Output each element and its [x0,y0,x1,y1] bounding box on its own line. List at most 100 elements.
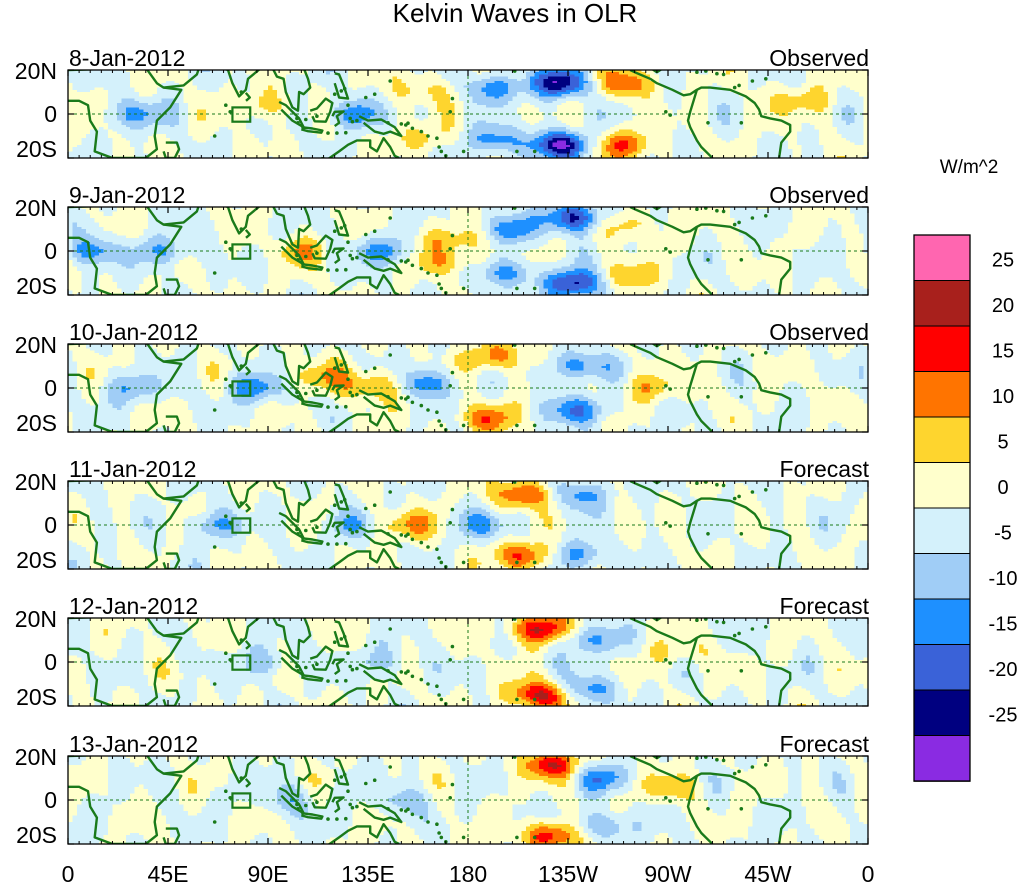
heatmap-cell [325,251,358,254]
heatmap-cell [823,383,868,387]
heatmap-cell [730,122,745,126]
heatmap-cell [534,122,567,126]
heatmap-cell [525,279,536,283]
heatmap-cell [543,111,554,115]
heatmap-cell [405,142,425,146]
reference-box [231,380,252,397]
heatmap-cell [445,487,487,491]
heatmap-cell [548,131,567,135]
heatmap-cell [396,125,442,128]
heatmap-cell [72,226,82,230]
coastline-madagascar [162,278,181,295]
heatmap-cell [636,220,656,223]
heatmap-cell [596,270,607,274]
heatmap-cell [428,89,447,93]
heatmap-cell [108,370,198,374]
heatmap-cell [285,352,305,356]
heatmap-cell [370,266,385,270]
heatmap-cell [570,215,580,219]
heatmap-cell [628,142,638,146]
heatmap-cell [565,366,585,369]
heatmap-cell [512,151,540,155]
heatmap-cell [810,423,829,426]
heatmap-cell [76,368,87,371]
heatmap-cell [810,401,865,404]
heatmap-cell [156,244,162,248]
y-tick-label: 20S [16,273,57,299]
heatmap-cell [632,226,660,230]
heatmap-cell [734,483,745,486]
heatmap-cell [734,489,754,493]
heatmap-cell [219,127,229,130]
heatmap-cell [828,385,838,389]
heatmap-cell [205,209,274,212]
heatmap-cell [654,374,718,378]
heatmap-cell [596,242,629,245]
heatmap-cell [68,487,105,491]
coastline-seasia [272,70,312,112]
heatmap-cell [632,392,660,396]
heatmap-cell [752,372,820,376]
heatmap-cell [525,257,562,261]
island [296,121,300,125]
heatmap-cell [819,372,860,376]
heatmap-cell [76,492,109,495]
heatmap-cell [699,147,758,150]
heatmap-cell [312,226,340,230]
heatmap-cell [539,74,576,78]
heatmap-cell [263,92,278,95]
island [295,253,299,258]
heatmap-cell [788,140,798,144]
heatmap-cell [628,352,642,356]
heatmap-cell [828,348,851,352]
heatmap-cell [525,72,536,75]
heatmap-cell [379,399,398,402]
heatmap-cell [712,129,740,133]
heatmap-cell [428,218,447,221]
heatmap-cell [552,100,567,104]
heatmap-cell [819,235,842,239]
heatmap-cell [263,255,282,259]
island [721,346,726,351]
heatmap-cell [863,233,868,237]
heatmap-cell [68,72,131,75]
heatmap-cell [254,116,287,119]
heatmap-cell [423,144,442,148]
heatmap-cell [108,125,127,128]
heatmap-cell [556,273,580,276]
heatmap-cell [108,372,198,376]
heatmap-cell [68,381,78,385]
island [224,377,228,382]
heatmap-cell [516,423,536,426]
heatmap-cell [659,275,674,278]
heatmap-cell [85,377,96,380]
heatmap-cell [819,140,851,144]
heatmap-cell [152,103,180,106]
heatmap-cell [499,224,540,228]
coastline-arabia [163,70,200,89]
heatmap-cell [428,136,460,139]
heatmap-cell [503,94,518,97]
island [399,396,404,400]
heatmap-cell [125,366,198,369]
heatmap-cell [485,233,491,237]
heatmap-cell [552,153,576,157]
island [344,267,348,272]
heatmap-cell [228,379,234,382]
heatmap-cell [303,348,322,352]
heatmap-cell [450,383,460,387]
heatmap-cell [303,379,327,382]
heatmap-cell [268,109,278,113]
heatmap-cell [645,142,674,146]
heatmap-cell [556,492,580,495]
heatmap-cell [485,85,509,89]
heatmap-cell [259,405,309,409]
heatmap-cell [663,390,727,393]
heatmap-cell [716,370,731,374]
heatmap-cell [316,231,340,234]
heatmap-cell [339,231,371,234]
island [386,121,390,125]
heatmap-cell [805,72,868,75]
heatmap-cell [441,381,451,385]
heatmap-cell [405,85,434,89]
